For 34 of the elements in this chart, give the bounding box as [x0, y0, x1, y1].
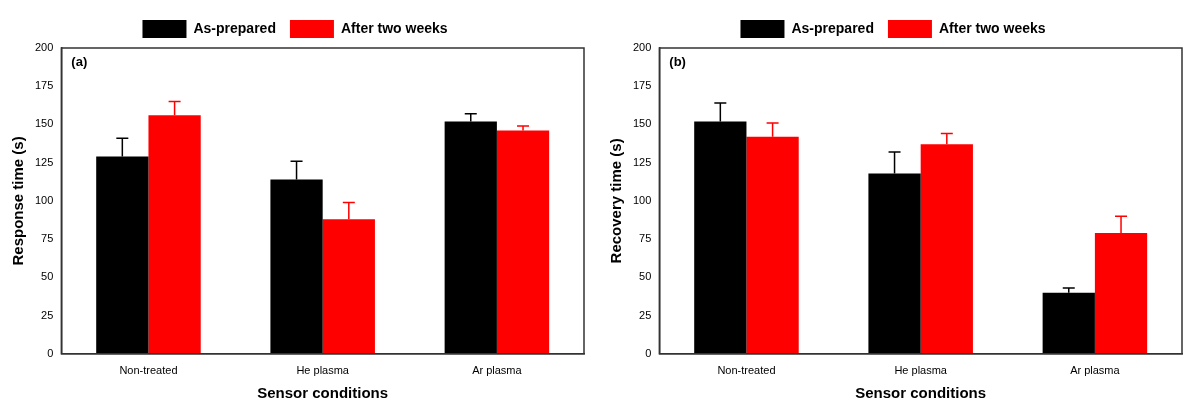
y-tick-label: 100 [632, 193, 652, 206]
x-tick-label: Ar plasma [472, 364, 523, 377]
y-tick-label: 200 [34, 41, 54, 54]
x-tick-label: Ar plasma [1070, 364, 1121, 377]
y-tick-label: 0 [645, 346, 652, 359]
x-axis-title: Sensor conditions [257, 384, 389, 402]
y-tick-label: 0 [47, 346, 54, 359]
y-tick-label: 25 [41, 308, 54, 321]
y-tick-label: 50 [639, 270, 652, 283]
y-tick-label: 150 [34, 117, 54, 130]
x-axis-title: Sensor conditions [855, 384, 987, 402]
legend-label: As-prepared [193, 19, 276, 36]
y-axis-title: Recovery time (s) [607, 138, 625, 264]
y-tick-label: 175 [632, 79, 652, 92]
y-tick-label: 125 [632, 155, 652, 168]
annotation: (a) [71, 54, 88, 70]
y-tick-label: 75 [41, 232, 54, 245]
x-tick-label: He plasma [894, 364, 948, 377]
y-tick-label: 100 [34, 193, 54, 206]
y-tick-label: 125 [34, 155, 54, 168]
y-axis-title: Response time (s) [9, 136, 27, 266]
y-tick-label: 50 [41, 270, 54, 283]
y-tick-label: 200 [632, 41, 652, 54]
annotation: (b) [669, 54, 686, 70]
legend-label: After two weeks [938, 19, 1046, 36]
x-tick-label: Non-treated [119, 364, 178, 377]
y-tick-label: 175 [34, 79, 54, 92]
x-tick-label: He plasma [296, 364, 350, 377]
y-tick-label: 75 [639, 232, 652, 245]
y-tick-label: 150 [632, 117, 652, 130]
legend-label: As-prepared [791, 19, 874, 36]
legend-label: After two weeks [340, 19, 448, 36]
x-tick-label: Non-treated [717, 364, 776, 377]
y-tick-label: 25 [639, 308, 652, 321]
